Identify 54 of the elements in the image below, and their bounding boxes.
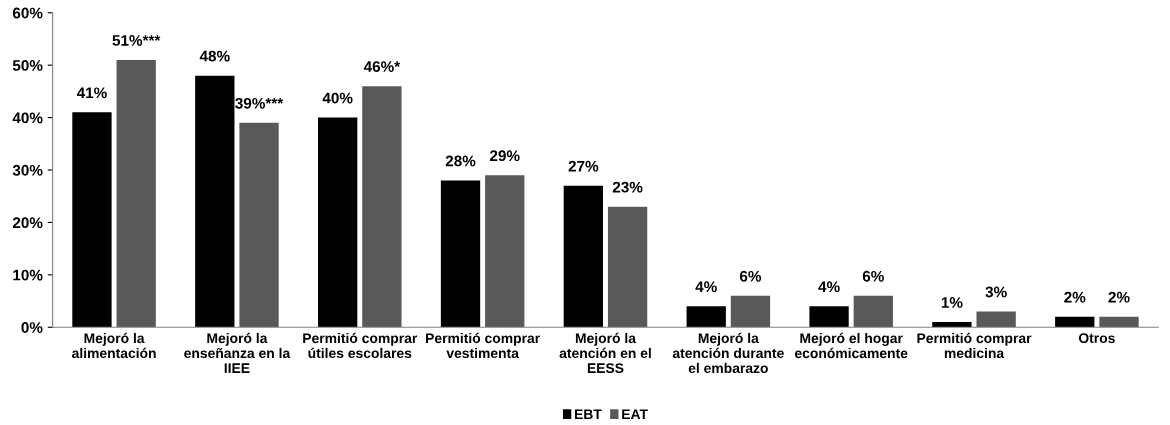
bar bbox=[730, 295, 771, 328]
x-tick-label: Permitió comprar útiles escolares bbox=[303, 332, 418, 359]
bar bbox=[1055, 316, 1095, 328]
data-label: 28% bbox=[445, 155, 476, 167]
bar bbox=[1099, 316, 1139, 328]
bar bbox=[239, 122, 279, 328]
data-label: 39%*** bbox=[235, 97, 284, 109]
data-label: 6% bbox=[739, 270, 762, 282]
data-label: 29% bbox=[489, 150, 520, 162]
bar bbox=[72, 112, 112, 328]
data-label: 40% bbox=[322, 92, 353, 104]
data-label: 4% bbox=[818, 281, 840, 293]
bar bbox=[318, 117, 358, 328]
data-label: 4% bbox=[695, 281, 717, 293]
x-tick-label: Mejoró la atención en el EESS bbox=[559, 332, 651, 374]
bar bbox=[485, 175, 525, 328]
data-label: 2% bbox=[1108, 291, 1130, 303]
y-tick-label: 30% bbox=[12, 164, 43, 176]
data-label: 46%* bbox=[363, 61, 401, 72]
y-tick-label: 60% bbox=[12, 7, 43, 19]
x-tick-label: Permitió comprar vestimenta bbox=[426, 332, 540, 359]
data-label: 27% bbox=[568, 160, 599, 172]
bar bbox=[932, 322, 972, 328]
bar bbox=[686, 306, 726, 328]
bar bbox=[116, 59, 156, 328]
x-tick-label: Otros bbox=[1078, 333, 1115, 344]
data-label: 6% bbox=[862, 270, 884, 282]
y-tick-label: 10% bbox=[13, 269, 43, 281]
y-tick-label: 40% bbox=[12, 112, 43, 124]
legend-label: EAT bbox=[622, 409, 648, 420]
bar bbox=[809, 306, 849, 328]
x-tick-label: Mejoró el hogar económicamente bbox=[794, 332, 908, 359]
data-label: 51%*** bbox=[112, 35, 161, 46]
data-label: 23% bbox=[612, 181, 643, 193]
x-tick-label: Permitió comprar medicina bbox=[917, 332, 1032, 359]
data-label: 48% bbox=[199, 50, 230, 62]
x-tick-label: Mejoró la alimentación bbox=[72, 332, 156, 359]
data-label: 2% bbox=[1064, 291, 1086, 303]
bar bbox=[563, 185, 604, 328]
bar bbox=[440, 180, 481, 328]
y-tick-label: 50% bbox=[12, 60, 43, 71]
x-tick-label: Mejoró la enseñanza en la IIEE bbox=[184, 332, 291, 373]
bar bbox=[853, 295, 893, 328]
data-label: 41% bbox=[76, 87, 107, 99]
bar bbox=[362, 86, 402, 328]
y-tick-label: 20% bbox=[12, 217, 43, 229]
data-label: 3% bbox=[985, 286, 1007, 298]
data-label: 1% bbox=[941, 297, 963, 308]
legend-label: EBT bbox=[574, 409, 602, 420]
bar bbox=[976, 311, 1016, 328]
x-tick-label: Mejoró la atención durante el embarazo bbox=[672, 332, 784, 374]
y-tick-label: 0% bbox=[21, 322, 43, 333]
bar bbox=[607, 206, 648, 328]
bar bbox=[195, 75, 235, 328]
